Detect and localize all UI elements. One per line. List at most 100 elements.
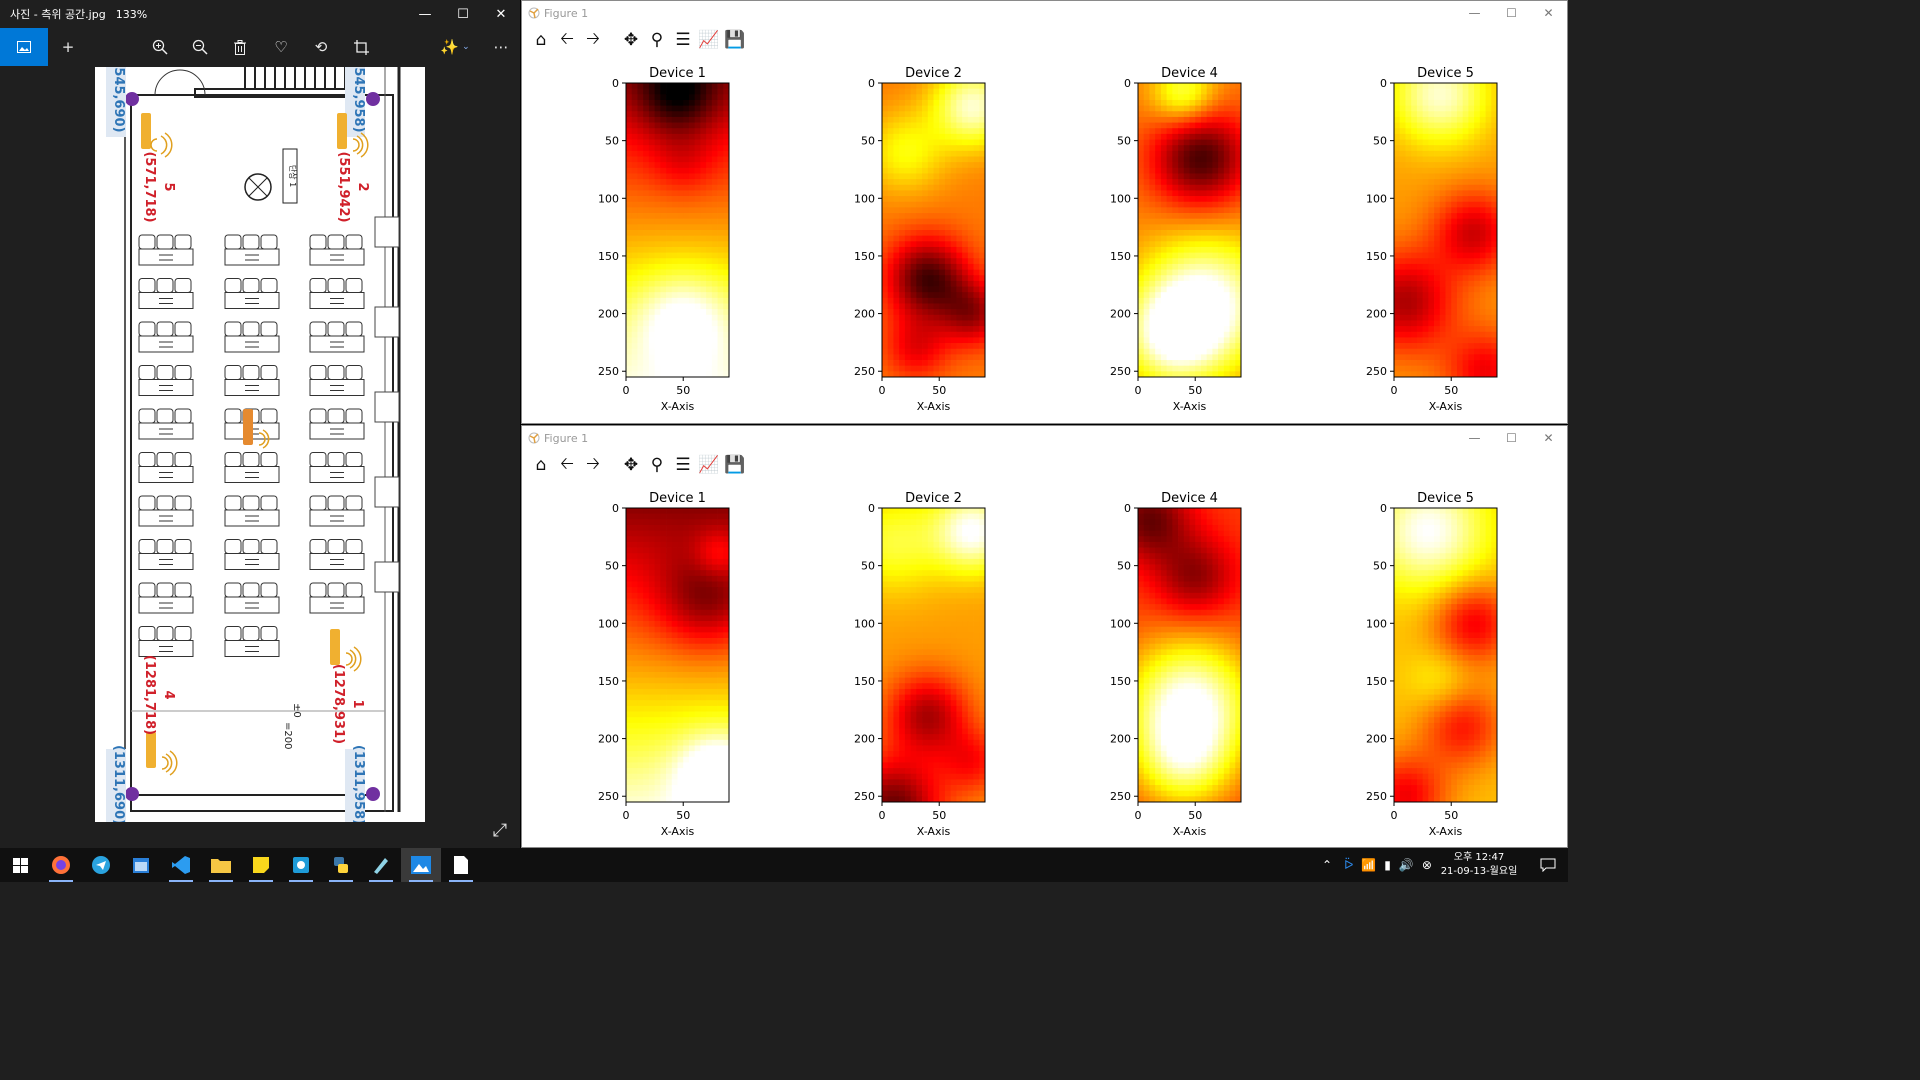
zoom-out-icon[interactable] [185, 28, 215, 66]
maximize-button[interactable]: ☐ [457, 6, 469, 22]
more-options-icon[interactable]: ⋯ [493, 38, 509, 56]
heatmap-cell [666, 275, 673, 282]
heatmap-cell [1195, 269, 1202, 276]
heatmap-cell [700, 598, 707, 605]
heatmap-cell [1212, 173, 1219, 180]
heatmap-cell [694, 297, 701, 304]
rotate-icon[interactable]: ⟲ [314, 38, 328, 56]
pan-icon[interactable]: ✥ [623, 455, 639, 475]
heatmap-cell [1138, 190, 1145, 197]
figure-maximize-button[interactable]: ☐ [1506, 431, 1517, 445]
heatmap-cell [1485, 190, 1492, 197]
forward-arrow-icon[interactable]: 🡢 [586, 28, 600, 49]
save-icon[interactable]: 💾 [724, 455, 746, 475]
heatmap-cell [1456, 286, 1464, 293]
heatmap-cell [1462, 184, 1469, 191]
collection-button[interactable] [0, 28, 48, 66]
heatmap-cell [1155, 128, 1162, 135]
back-arrow-icon[interactable]: 🡠 [560, 453, 574, 474]
close-button[interactable]: ✕ [495, 6, 507, 22]
heatmap-cell [944, 133, 952, 140]
figure-minimize-button[interactable]: — [1468, 6, 1481, 20]
configure-subplots-icon[interactable]: ☰ [675, 30, 691, 50]
heatmap-cell [893, 83, 900, 90]
heatmap-cell [706, 508, 713, 515]
heatmap-cell [706, 190, 713, 197]
heatmap-cell [899, 286, 906, 293]
heatmap-cell [688, 184, 696, 191]
heatmap-cell [706, 252, 713, 259]
expand-icon[interactable]: ⤢ [492, 819, 508, 841]
pan-icon[interactable]: ✥ [623, 30, 639, 50]
heatmap-cell [1178, 207, 1185, 214]
save-icon[interactable]: 💾 [724, 30, 746, 50]
heatmap-cell [893, 536, 900, 543]
heatmap-cell [637, 241, 644, 248]
heatmap-cell [962, 269, 969, 276]
heatmap-cell [706, 513, 713, 520]
home-icon[interactable]: ⌂ [535, 455, 547, 475]
edit-axis-icon[interactable]: 📈 [698, 30, 720, 50]
crop-icon[interactable] [346, 28, 376, 66]
heatmap-cell [666, 371, 673, 378]
heatmap-cell [711, 671, 718, 679]
heatmap-cell [916, 303, 923, 310]
y-tick-label: 200 [854, 308, 875, 321]
heatmap-cell [711, 94, 718, 101]
heatmap-cell [677, 717, 684, 724]
heatmap-cell [688, 728, 696, 735]
heatmap-cell [700, 246, 707, 254]
y-tick-label: 100 [854, 192, 875, 205]
seat-group [224, 495, 280, 527]
zoom-in-icon[interactable] [145, 28, 175, 66]
delete-icon[interactable] [225, 28, 255, 66]
forward-arrow-icon[interactable]: 🡢 [586, 453, 600, 474]
heatmap-cell [688, 762, 696, 769]
heatmap-cell [683, 751, 690, 758]
edit-create-icon[interactable]: ✨ ⌄ [440, 38, 470, 56]
heatmap-cell [654, 320, 661, 327]
heatmap-cell [637, 133, 644, 140]
heatmap-cell [956, 337, 963, 344]
home-icon[interactable]: ⌂ [535, 30, 547, 50]
heatmap-cell [1195, 337, 1202, 344]
heatmap-cell [717, 167, 724, 174]
heart-icon[interactable]: ♡ [274, 38, 288, 56]
heatmap-cell [711, 728, 718, 735]
figure-close-button[interactable]: ✕ [1543, 6, 1554, 20]
minimize-button[interactable]: — [418, 6, 432, 22]
edit-axis-icon[interactable]: 📈 [698, 455, 720, 475]
heatmap-cell [648, 292, 656, 299]
figure-minimize-button[interactable]: — [1468, 431, 1481, 445]
heatmap-cell [1183, 343, 1190, 350]
heatmap-cell [967, 326, 974, 333]
heatmap-cell [893, 275, 900, 282]
heatmap-cell [1223, 343, 1230, 350]
heatmap-cell [933, 320, 940, 327]
heatmap-cell [700, 734, 707, 741]
heatmap-cell [1428, 201, 1435, 208]
heatmap-cell [671, 179, 678, 186]
zoom-icon[interactable]: ⚲ [650, 455, 664, 475]
heatmap-cell [688, 649, 696, 656]
heatmap-cell [979, 337, 986, 344]
heatmap-cell [887, 83, 894, 90]
heatmap-cell [1229, 280, 1236, 287]
heatmap-cell [677, 105, 684, 112]
figure-maximize-button[interactable]: ☐ [1506, 6, 1517, 20]
configure-subplots-icon[interactable]: ☰ [675, 455, 691, 475]
heatmap-cell [927, 343, 934, 350]
heatmap-cell [1462, 190, 1469, 197]
heatmap-cell [677, 671, 684, 679]
add-icon[interactable]: + [61, 38, 75, 56]
zoom-icon[interactable]: ⚲ [650, 30, 664, 50]
heatmap-cell [956, 348, 963, 355]
heatmap-cell [1143, 179, 1150, 186]
heatmap-cell [631, 604, 638, 611]
figure-close-button[interactable]: ✕ [1543, 431, 1554, 445]
back-arrow-icon[interactable]: 🡠 [560, 28, 574, 49]
heatmap-cell [1394, 213, 1401, 220]
heatmap-cell [1439, 83, 1446, 90]
heatmap-cell [666, 564, 673, 571]
heatmap-cell [1189, 150, 1196, 157]
